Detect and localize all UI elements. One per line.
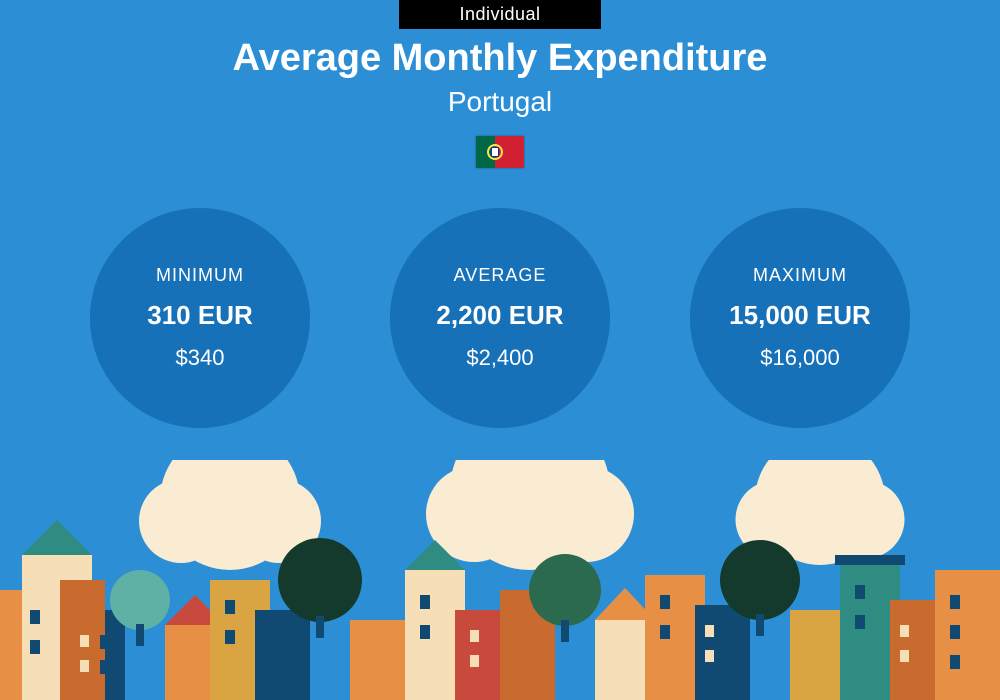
stat-label: AVERAGE — [454, 265, 547, 286]
category-badge: Individual — [399, 0, 600, 29]
stat-secondary-value: $16,000 — [760, 345, 840, 371]
stat-secondary-value: $2,400 — [466, 345, 533, 371]
stat-circle-average: AVERAGE 2,200 EUR $2,400 — [390, 208, 610, 428]
portugal-flag-icon — [476, 136, 524, 168]
stat-secondary-value: $340 — [176, 345, 225, 371]
cityscape-illustration-icon — [0, 460, 1000, 700]
country-subtitle: Portugal — [448, 86, 552, 118]
category-badge-label: Individual — [459, 4, 540, 24]
infographic-root: Individual Average Monthly Expenditure P… — [0, 0, 1000, 700]
flag-emblem-icon — [487, 144, 503, 160]
stat-label: MAXIMUM — [753, 265, 847, 286]
stats-row: MINIMUM 310 EUR $340 AVERAGE 2,200 EUR $… — [90, 208, 910, 428]
stat-circle-minimum: MINIMUM 310 EUR $340 — [90, 208, 310, 428]
page-title: Average Monthly Expenditure — [233, 37, 768, 80]
stat-label: MINIMUM — [156, 265, 244, 286]
stat-primary-value: 310 EUR — [147, 300, 253, 331]
stat-primary-value: 2,200 EUR — [436, 300, 563, 331]
stat-circle-maximum: MAXIMUM 15,000 EUR $16,000 — [690, 208, 910, 428]
stat-primary-value: 15,000 EUR — [729, 300, 871, 331]
